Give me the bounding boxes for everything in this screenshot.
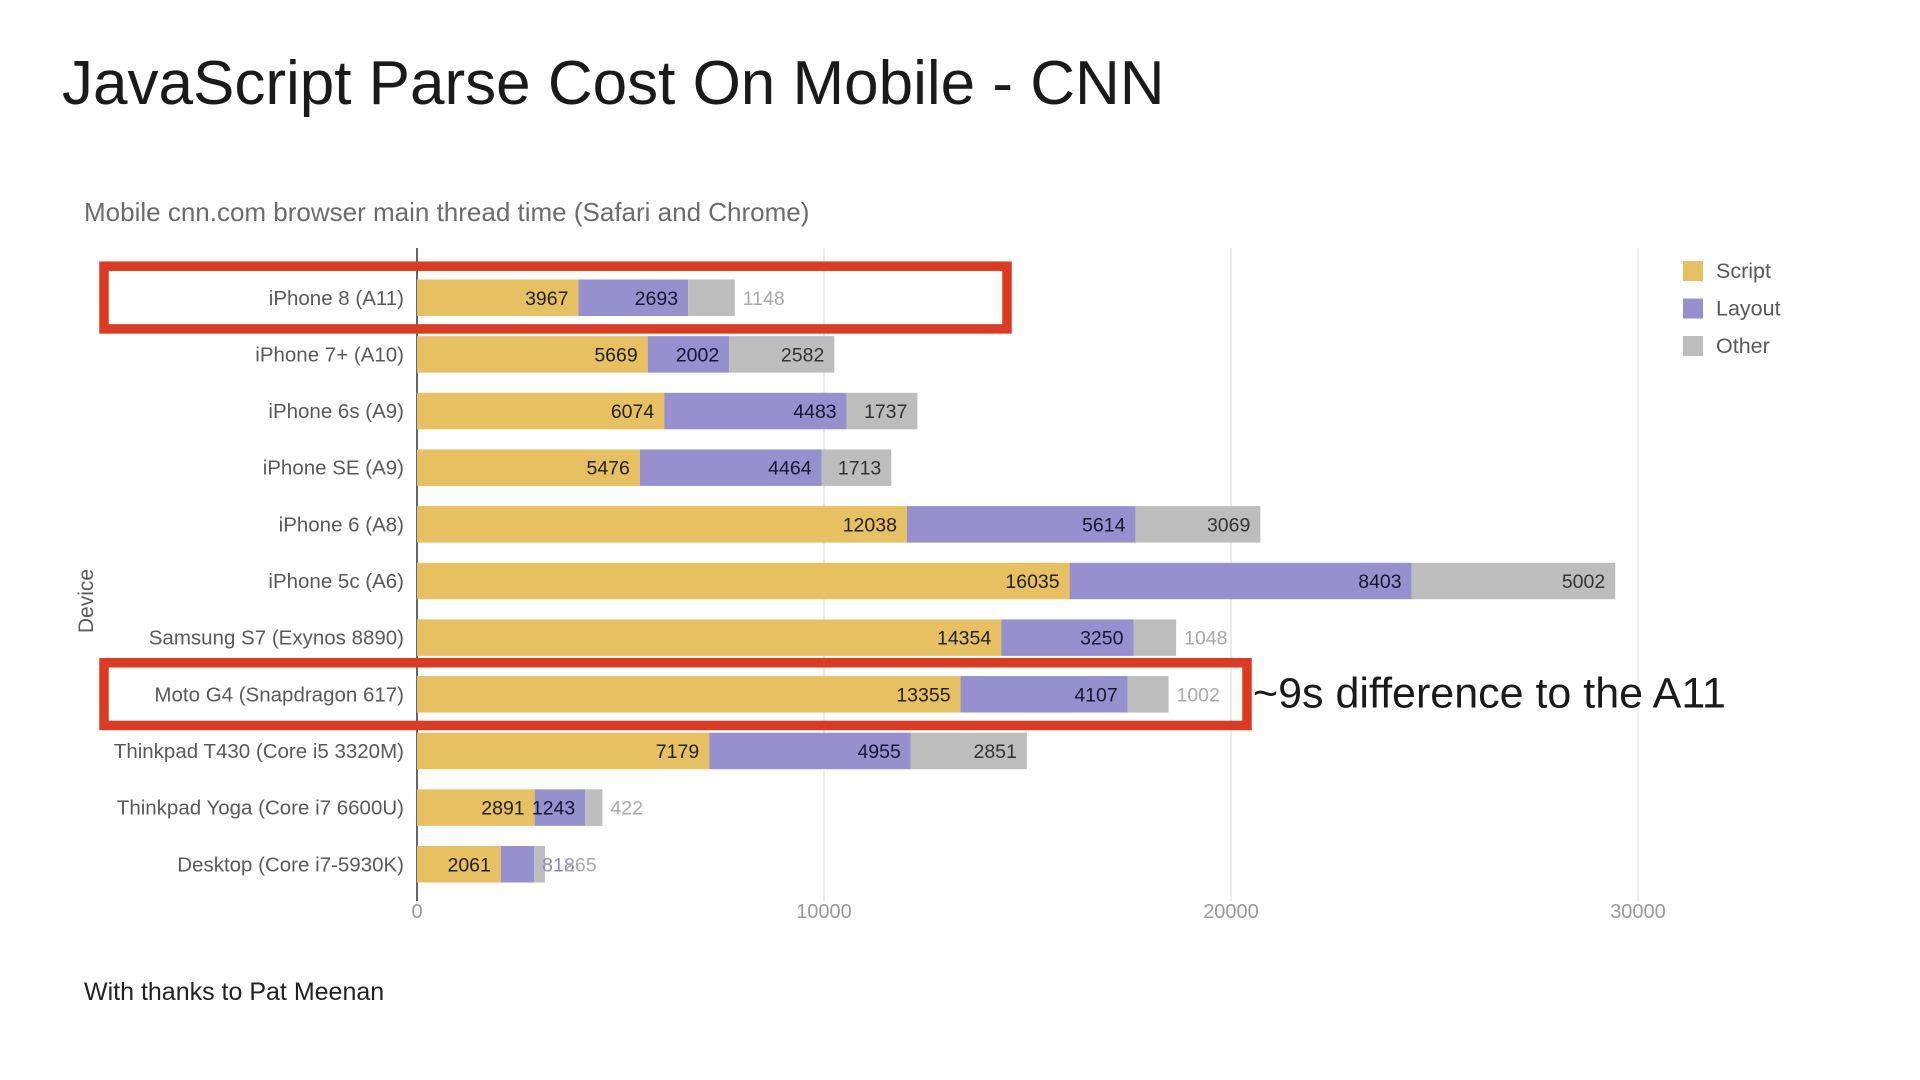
svg-text:Samsung S7 (Exynos 8890): Samsung S7 (Exynos 8890) xyxy=(149,627,404,650)
svg-text:16035: 16035 xyxy=(1005,571,1059,593)
svg-text:1713: 1713 xyxy=(838,458,881,480)
svg-text:422: 422 xyxy=(610,798,643,820)
svg-text:6074: 6074 xyxy=(611,401,655,423)
svg-text:5669: 5669 xyxy=(594,344,637,366)
svg-text:iPhone SE (A9): iPhone SE (A9) xyxy=(263,457,404,480)
svg-text:20000: 20000 xyxy=(1203,901,1259,923)
svg-text:Script: Script xyxy=(1716,259,1771,283)
svg-text:10000: 10000 xyxy=(796,901,852,923)
svg-text:iPhone 6s (A9): iPhone 6s (A9) xyxy=(268,400,404,423)
svg-text:Desktop (Core i7-5930K): Desktop (Core i7-5930K) xyxy=(177,853,404,876)
svg-text:1048: 1048 xyxy=(1184,628,1227,650)
svg-text:1737: 1737 xyxy=(864,401,907,423)
svg-text:2002: 2002 xyxy=(676,344,719,366)
svg-text:Moto G4 (Snapdragon 617): Moto G4 (Snapdragon 617) xyxy=(154,683,404,706)
svg-text:4483: 4483 xyxy=(793,401,836,423)
svg-text:1002: 1002 xyxy=(1176,684,1219,706)
svg-text:4107: 4107 xyxy=(1074,684,1117,706)
svg-text:Other: Other xyxy=(1716,334,1770,358)
svg-text:~9s difference to the A11: ~9s difference to the A11 xyxy=(1253,669,1726,717)
svg-text:8403: 8403 xyxy=(1358,571,1401,593)
svg-text:2693: 2693 xyxy=(635,288,678,310)
svg-text:5614: 5614 xyxy=(1082,514,1126,536)
svg-text:3069: 3069 xyxy=(1207,514,1250,536)
svg-text:1243: 1243 xyxy=(532,798,575,820)
svg-text:7179: 7179 xyxy=(656,741,699,763)
svg-text:1148: 1148 xyxy=(743,288,785,310)
svg-text:3967: 3967 xyxy=(525,288,568,310)
svg-text:3250: 3250 xyxy=(1080,628,1124,650)
svg-text:Layout: Layout xyxy=(1716,297,1781,321)
svg-text:30000: 30000 xyxy=(1610,901,1666,923)
svg-text:12038: 12038 xyxy=(843,514,897,536)
svg-text:14354: 14354 xyxy=(937,628,991,650)
svg-text:2891: 2891 xyxy=(481,798,524,820)
svg-text:265: 265 xyxy=(564,854,597,876)
svg-text:iPhone 5c (A6): iPhone 5c (A6) xyxy=(268,570,404,593)
svg-text:Thinkpad T430 (Core i5 3320M): Thinkpad T430 (Core i5 3320M) xyxy=(114,740,404,763)
svg-text:4955: 4955 xyxy=(857,741,901,763)
svg-text:iPhone 8 (A11): iPhone 8 (A11) xyxy=(269,287,404,310)
svg-text:5476: 5476 xyxy=(586,458,629,480)
svg-text:iPhone 7+ (A10): iPhone 7+ (A10) xyxy=(255,343,404,366)
svg-text:0: 0 xyxy=(411,901,422,923)
svg-text:iPhone 6 (A8): iPhone 6 (A8) xyxy=(279,513,404,536)
svg-text:2061: 2061 xyxy=(447,854,490,876)
svg-text:Thinkpad Yoga (Core i7 6600U): Thinkpad Yoga (Core i7 6600U) xyxy=(117,797,404,820)
svg-text:4464: 4464 xyxy=(768,458,812,480)
svg-text:Device: Device xyxy=(75,569,98,633)
svg-text:2582: 2582 xyxy=(781,344,824,366)
svg-text:13355: 13355 xyxy=(896,684,950,706)
svg-text:2851: 2851 xyxy=(973,741,1016,763)
svg-text:5002: 5002 xyxy=(1562,571,1605,593)
